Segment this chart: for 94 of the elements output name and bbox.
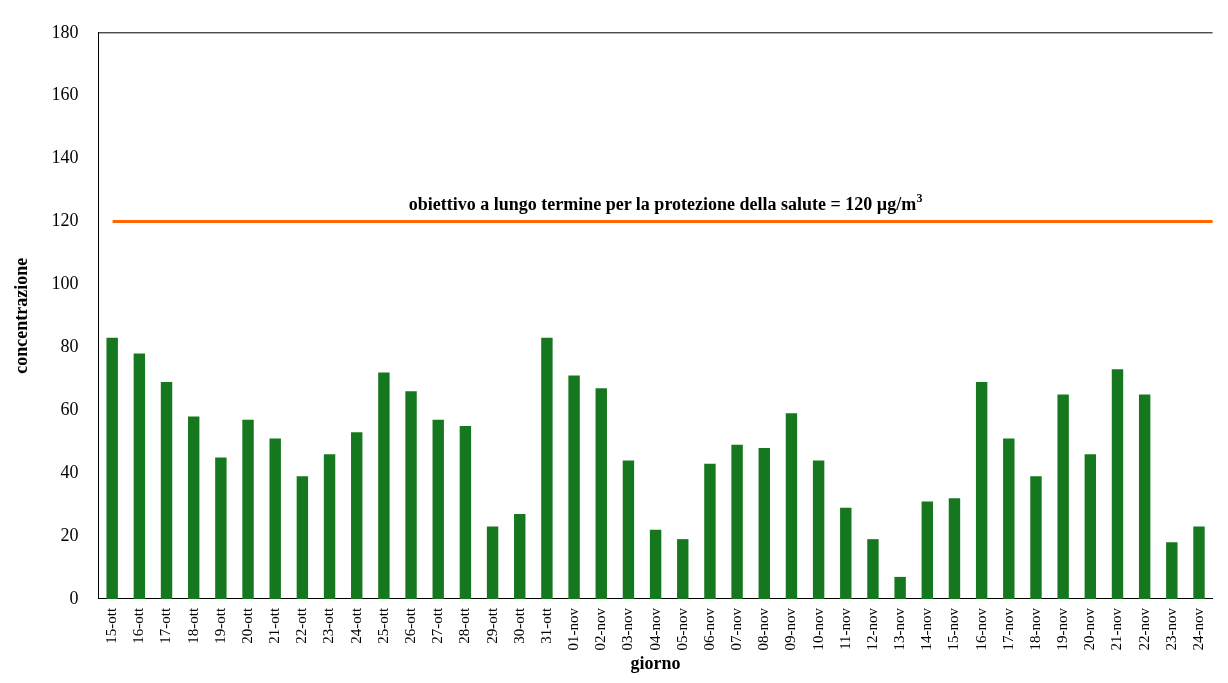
bar [1111,369,1124,599]
x-tick-label: 24-nov [1189,607,1206,651]
x-tick-label: 18-ott [184,607,201,644]
y-tick-label: 20 [60,524,79,545]
x-tick-label: 23-ott [320,607,337,644]
bar [1138,394,1151,599]
bar [269,438,281,599]
bar [187,416,200,599]
x-tick-label: 29-ott [483,607,500,644]
bar [921,501,933,599]
bar [405,391,417,599]
bar [758,447,770,599]
y-tick-label: 100 [51,273,79,294]
x-tick-label: 01-nov [565,607,582,651]
x-tick-label: 25-ott [374,607,391,644]
bar [1193,526,1205,599]
bar [649,529,662,599]
y-tick-label: 40 [60,461,79,482]
x-tick-label: 08-nov [755,607,772,651]
bar [704,463,716,599]
bar [785,413,798,599]
x-tick-label: 18-nov [1026,607,1043,651]
x-tick-label: 13-nov [891,607,908,651]
x-tick-label: 22-nov [1135,607,1152,651]
x-tick-label: 19-ott [211,607,228,644]
x-tick-label: 21-nov [1108,607,1125,651]
x-tick-label: 16-ott [130,607,147,644]
x-tick-label: 15-ott [103,607,120,644]
x-tick-label: 07-nov [728,607,745,651]
bar [1057,394,1069,599]
bar [459,425,472,599]
y-tick-label: 60 [60,398,79,419]
x-tick-label: 30-ott [510,607,527,644]
x-tick-label: 28-ott [456,607,473,644]
x-tick-label: 11-nov [836,607,853,650]
x-tick-label: 17-nov [999,607,1016,651]
y-tick-label: 160 [51,84,79,105]
x-tick-label: 24-ott [347,607,364,644]
bar [432,419,444,599]
bar [296,476,309,599]
bar [1084,454,1097,599]
bar [215,457,227,599]
x-tick-label: 27-ott [429,607,446,644]
bar [242,419,254,599]
bar [677,539,689,599]
x-tick-label: 15-nov [945,607,962,651]
bar [351,432,363,599]
bar [622,460,635,599]
bar [514,513,526,599]
bar [812,460,825,599]
bar [323,454,336,599]
bar [1030,476,1042,599]
x-tick-label: 31-ott [537,607,554,644]
x-tick-label: 21-ott [266,607,283,644]
bar [1166,542,1178,599]
x-tick-label: 20-nov [1081,607,1098,651]
y-tick-label: 80 [60,336,79,357]
y-tick-label: 140 [51,147,79,168]
y-tick-label: 180 [51,21,79,42]
bar [486,526,499,599]
x-tick-label: 22-ott [293,607,310,644]
bar [133,353,146,599]
x-tick-label: 05-nov [673,607,690,651]
bar [867,539,879,599]
x-tick-label: 14-nov [918,607,935,651]
x-tick-label: 06-nov [700,607,717,651]
bar [541,337,553,599]
x-tick-label: 12-nov [863,607,880,651]
x-tick-label: 10-nov [809,607,826,651]
x-tick-label: 26-ott [402,607,418,644]
x-tick-label: 03-nov [619,607,636,651]
x-tick-label: 19-nov [1054,607,1071,651]
x-tick-label: 23-nov [1162,607,1179,651]
x-tick-label: 04-nov [646,607,663,651]
bar [160,381,173,599]
bar [106,337,118,599]
x-tick-label: 20-ott [238,607,255,644]
bar [840,507,852,599]
bar [1003,438,1015,599]
x-tick-label: 09-nov [782,607,799,651]
x-tick-label: 17-ott [157,607,174,644]
bar [948,498,961,599]
y-tick-label: 120 [51,210,79,231]
bar [568,375,580,599]
x-tick-label: 16-nov [972,607,989,651]
x-axis-title: giorno [630,652,681,673]
bar [731,444,743,599]
y-tick-label: 0 [69,587,79,608]
y-axis-title: concentrazione [11,257,32,374]
x-tick-label: 02-nov [592,607,609,651]
bar [595,388,607,599]
bar [378,372,390,599]
bar [975,381,988,599]
bar [894,576,906,599]
